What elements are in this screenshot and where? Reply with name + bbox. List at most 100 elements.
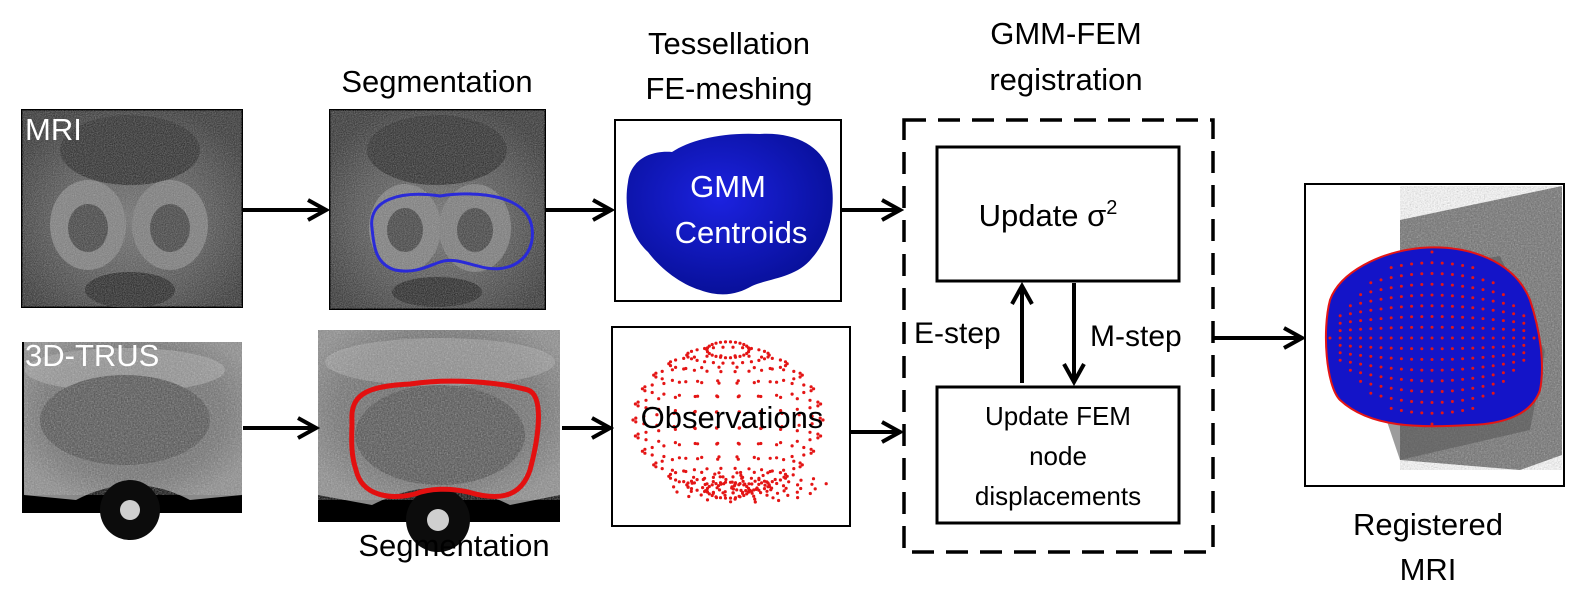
observation-point [644,438,648,442]
observation-point [644,398,648,402]
observation-point [687,494,691,499]
observation-point [673,409,678,413]
mri-segmentation-image [329,109,546,310]
registered-point [1410,294,1414,298]
observation-point [745,351,749,356]
registered-point [1379,375,1383,379]
observation-point [675,490,679,494]
observation-point [745,492,749,496]
tessellation-label: Tessellation [648,26,810,61]
observation-point [674,478,678,482]
registered-point [1491,281,1495,285]
registered-point [1430,250,1434,254]
observation-point [795,439,799,443]
observation-point [643,385,647,389]
registered-point [1369,308,1373,312]
observation-point [733,354,737,358]
observation-point [765,489,769,493]
observation-point [672,485,676,489]
registered-point [1501,301,1505,305]
registered-point [1450,368,1454,372]
observation-point [790,454,794,459]
observation-point [710,342,714,347]
registered-point [1491,290,1495,294]
observation-point [695,488,699,492]
observation-point [636,404,640,408]
registered-point [1359,362,1363,366]
observation-point [700,455,704,459]
observation-point [735,471,739,475]
observation-point [660,377,664,381]
observation-point [677,393,682,397]
registered-point [1491,364,1495,368]
observation-point [705,467,709,471]
registered-point [1481,336,1485,340]
observation-point [657,439,661,443]
observation-point-cloud [631,340,828,504]
observation-point [689,357,694,361]
observation-point [756,457,761,461]
registered-point [1461,336,1465,340]
observation-point [705,498,710,502]
registered-point [1471,376,1475,380]
observation-point [753,497,757,501]
observation-point [711,361,716,365]
registered-point [1471,326,1475,330]
observation-point [657,397,661,401]
registered-point [1369,281,1373,285]
observation-point [799,478,803,482]
registered-point [1450,283,1454,287]
observation-point [773,477,777,482]
update-fem-line2: node [1029,441,1087,471]
observation-point [654,465,658,469]
observation-point [719,466,723,470]
observation-point [642,414,646,418]
observation-point [778,365,783,369]
centroids-label: Centroids [675,215,808,250]
registered-point [1491,345,1495,349]
observation-point [792,467,796,471]
observation-point [752,470,756,474]
observation-point [723,490,727,494]
registered-point [1491,373,1495,377]
registered-point [1430,315,1434,318]
observation-point [819,402,823,406]
registered-point [1420,293,1424,297]
registered-point [1512,360,1516,364]
observation-point [782,489,786,493]
observation-point [818,416,822,420]
observation-point [818,420,822,424]
observation-point [717,488,722,492]
registered-point [1481,297,1485,301]
mri-label: MRI [25,112,82,147]
registered-point [1399,274,1403,278]
observation-point [657,407,661,411]
registered-point [1481,394,1485,398]
observation-point [677,380,682,384]
registered-point [1348,312,1352,316]
registered-point [1522,336,1526,340]
registered-point [1338,336,1342,340]
registered-point [1491,308,1495,312]
observation-point [660,467,664,471]
registered-point [1430,422,1434,426]
observation-point [795,429,799,433]
registered-point [1450,325,1454,329]
observation-point [759,441,763,446]
registered-point [1450,378,1454,382]
observation-point [809,447,813,451]
registered-point [1522,314,1526,318]
observation-point [644,406,648,410]
registered-point [1410,347,1414,351]
observation-point [778,471,783,475]
registered-point [1420,304,1424,308]
registered-point [1430,293,1434,297]
registered-point [1461,274,1465,278]
registered-point [1399,388,1403,392]
update-fem-line1: Update FEM [985,401,1131,431]
observation-point [654,375,658,379]
registration-label: registration [989,62,1142,97]
registered-point [1389,316,1393,320]
observation-point [752,366,756,370]
registered-point [1501,345,1505,349]
